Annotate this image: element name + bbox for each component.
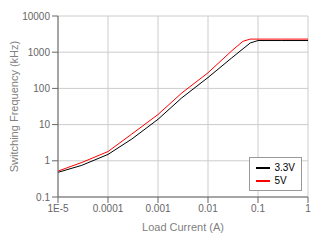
svg-text:0.1: 0.1 — [251, 203, 265, 214]
svg-text:Switching Frequency (kHz): Switching Frequency (kHz) — [8, 41, 20, 172]
html-text:5V: 5V — [274, 175, 287, 186]
svg-text:0.01: 0.01 — [198, 203, 218, 214]
svg-text:100: 100 — [33, 83, 50, 94]
html-text:3.3V: 3.3V — [274, 162, 295, 173]
svg-text:0.001: 0.001 — [145, 203, 170, 214]
svg-text:1: 1 — [44, 155, 50, 166]
svg-text:10: 10 — [39, 119, 51, 130]
svg-text:1E-5: 1E-5 — [47, 203, 69, 214]
svg-text:1: 1 — [305, 203, 311, 214]
svg-text:0.1: 0.1 — [36, 192, 50, 203]
svg-text:Load Current (A): Load Current (A) — [142, 221, 224, 233]
svg-text:10000: 10000 — [22, 11, 50, 22]
svg-text:1000: 1000 — [28, 47, 51, 58]
svg-text:0.0001: 0.0001 — [93, 203, 124, 214]
